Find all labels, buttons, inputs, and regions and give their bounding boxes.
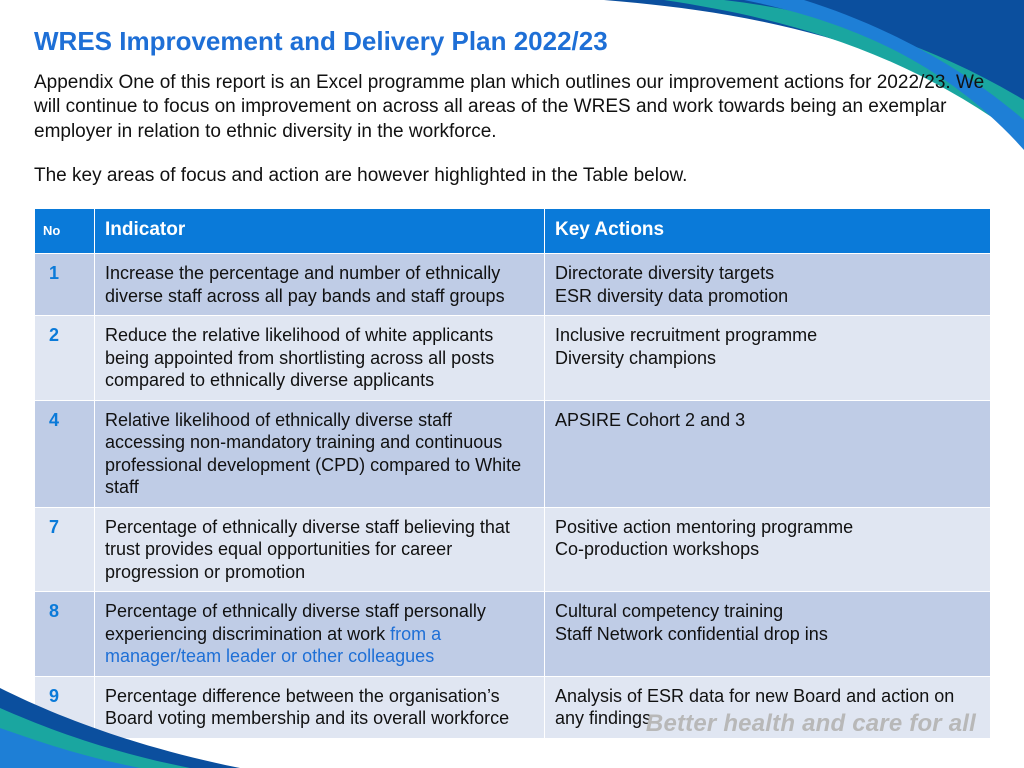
cell-indicator: Percentage difference between the organi… [95,676,545,738]
slide: WRES Improvement and Delivery Plan 2022/… [0,0,1024,768]
cell-indicator: Relative likelihood of ethnically divers… [95,400,545,507]
table-row: 2Reduce the relative likelihood of white… [35,316,991,401]
tagline: Better health and care for all [646,710,976,738]
intro-paragraph-2: The key areas of focus and action are ho… [34,164,990,188]
intro-paragraph-1: Appendix One of this report is an Excel … [34,71,990,144]
col-header-no: No [35,209,95,254]
cell-actions: APSIRE Cohort 2 and 3 [545,400,991,507]
cell-indicator: Reduce the relative likelihood of white … [95,316,545,401]
cell-no: 7 [35,507,95,592]
cell-no: 9 [35,676,95,738]
cell-no: 8 [35,592,95,677]
cell-actions: Positive action mentoring programmeCo-pr… [545,507,991,592]
cell-no: 1 [35,254,95,316]
content-area: WRES Improvement and Delivery Plan 2022/… [34,26,990,739]
table-row: 8Percentage of ethnically diverse staff … [35,592,991,677]
slide-title: WRES Improvement and Delivery Plan 2022/… [34,26,990,57]
col-header-actions: Key Actions [545,209,991,254]
col-header-indicator: Indicator [95,209,545,254]
table-row: 1Increase the percentage and number of e… [35,254,991,316]
cell-no: 2 [35,316,95,401]
cell-indicator: Increase the percentage and number of et… [95,254,545,316]
cell-indicator: Percentage of ethnically diverse staff b… [95,507,545,592]
cell-actions: Inclusive recruitment programmeDiversity… [545,316,991,401]
table-header-row: No Indicator Key Actions [35,209,991,254]
cell-actions: Directorate diversity targetsESR diversi… [545,254,991,316]
cell-no: 4 [35,400,95,507]
table-row: 4Relative likelihood of ethnically diver… [35,400,991,507]
cell-indicator: Percentage of ethnically diverse staff p… [95,592,545,677]
highlighted-text: from a manager/team leader or other coll… [105,624,441,667]
key-actions-table: No Indicator Key Actions 1Increase the p… [34,208,991,739]
cell-actions: Cultural competency trainingStaff Networ… [545,592,991,677]
table-row: 7Percentage of ethnically diverse staff … [35,507,991,592]
